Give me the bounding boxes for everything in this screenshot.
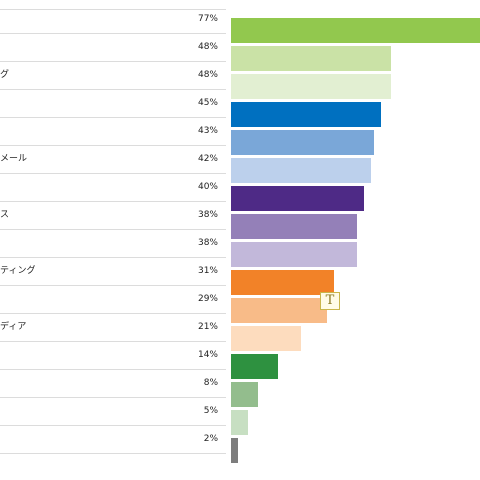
table-row: メール 42% [0, 146, 226, 174]
bar [231, 214, 357, 239]
bar [231, 270, 334, 295]
value-label: 8% [203, 378, 218, 388]
value-label: 29% [197, 294, 218, 304]
bar [231, 326, 301, 351]
bar [231, 18, 480, 43]
value-label: 38% [197, 238, 218, 248]
bar [231, 298, 327, 323]
bar [231, 102, 381, 127]
table-row: 29% [0, 286, 226, 314]
value-label: 42% [197, 154, 218, 164]
value-label: 5% [203, 406, 218, 416]
table-row: 2% [0, 426, 226, 454]
value-label: 38% [197, 210, 218, 220]
value-label: 45% [197, 98, 218, 108]
value-label: 77% [197, 14, 218, 24]
bar [231, 382, 258, 407]
table-row: 48% [0, 34, 226, 62]
table-row: 38% [0, 230, 226, 258]
text-cursor-icon: T [320, 292, 340, 310]
table-row: ティング 31% [0, 258, 226, 286]
value-label: 2% [203, 434, 218, 444]
table-row: 14% [0, 342, 226, 370]
bar [231, 130, 374, 155]
table-row: 43% [0, 118, 226, 146]
bar [231, 438, 238, 463]
category-label: ス [0, 210, 10, 220]
table-row: 45% [0, 90, 226, 118]
bar [231, 74, 391, 99]
value-label: 48% [197, 42, 218, 52]
bar [231, 186, 364, 211]
table-row: 77% [0, 6, 226, 34]
table-row: 40% [0, 174, 226, 202]
bar [231, 46, 391, 71]
table-row: ス 38% [0, 202, 226, 230]
bar [231, 242, 357, 267]
category-label: ティング [0, 266, 36, 276]
bar [231, 158, 371, 183]
category-label: ディア [0, 322, 27, 332]
bar [231, 410, 248, 435]
category-label: メール [0, 154, 28, 164]
value-label: 14% [197, 350, 218, 360]
value-label: 48% [197, 70, 218, 80]
value-label: 43% [197, 126, 218, 136]
bar [231, 354, 278, 379]
value-label: 40% [197, 182, 218, 192]
table-row: グ 48% [0, 62, 226, 90]
value-label: 31% [197, 266, 218, 276]
value-label: 21% [197, 322, 218, 332]
table-row: 5% [0, 398, 226, 426]
table-top-rule [0, 9, 226, 10]
category-label: グ [0, 70, 10, 80]
table-row: 8% [0, 370, 226, 398]
table-row: ディア 21% [0, 314, 226, 342]
